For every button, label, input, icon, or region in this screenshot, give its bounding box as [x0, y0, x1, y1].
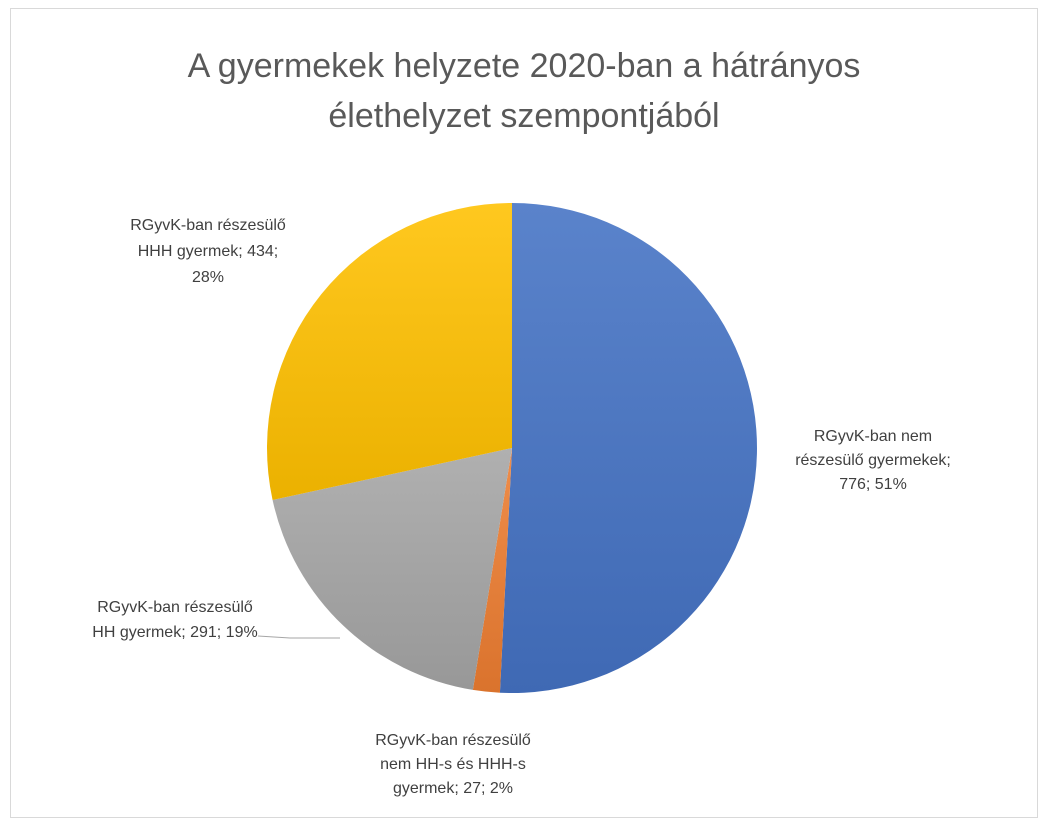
- leader-line-hh: [257, 635, 340, 639]
- chart-title: A gyermekek helyzete 2020-ban a hátrányo…: [11, 41, 1037, 141]
- data-label-1-line-3: 776; 51%: [839, 476, 907, 493]
- data-label-1-line-1: RGyvK-ban nem: [814, 428, 932, 445]
- data-label-3: RGyvK-ban részesülő HH gyermek; 291; 19%: [92, 599, 257, 641]
- chart-title-line-2: élethelyzet szempontjából: [328, 97, 720, 135]
- pie-slice-4: [266, 203, 512, 500]
- data-label-2: RGyvK-ban részesülő nem HH-s és HHH-s gyer…: [375, 732, 531, 797]
- data-label-1: RGyvK-ban nem részesülő gyermekek; 776; 51…: [795, 428, 951, 493]
- data-label-4-line-3: 28%: [192, 269, 224, 286]
- data-label-2-line-1: RGyvK-ban részesülő: [375, 732, 531, 749]
- pie-slice-3: [272, 448, 512, 690]
- data-label-3-line-2: HH gyermek; 291; 19%: [92, 624, 257, 641]
- data-label-3-line-1: RGyvK-ban részesülő: [97, 599, 253, 616]
- data-label-1-line-2: részesülő gyermekek;: [795, 452, 951, 469]
- data-labels: RGyvK-ban nem részesülő gyermekek; 776; 51…: [92, 217, 951, 797]
- data-label-2-line-3: gyermek; 27; 2%: [393, 780, 513, 797]
- data-label-4-line-1: RGyvK-ban részesülő: [130, 217, 286, 234]
- chart-title-line-1: A gyermekek helyzete 2020-ban a hátrányo…: [187, 47, 861, 85]
- data-label-4: RGyvK-ban részesülő HHH gyermek; 434; 28%: [130, 217, 286, 286]
- data-label-4-line-2: HHH gyermek; 434;: [138, 243, 279, 260]
- data-label-2-line-2: nem HH-s és HHH-s: [380, 756, 526, 773]
- pie-slice-2: [472, 448, 512, 693]
- pie-slices: [266, 203, 757, 693]
- pie-slice-1: [499, 203, 757, 693]
- leader-lines: [257, 635, 340, 639]
